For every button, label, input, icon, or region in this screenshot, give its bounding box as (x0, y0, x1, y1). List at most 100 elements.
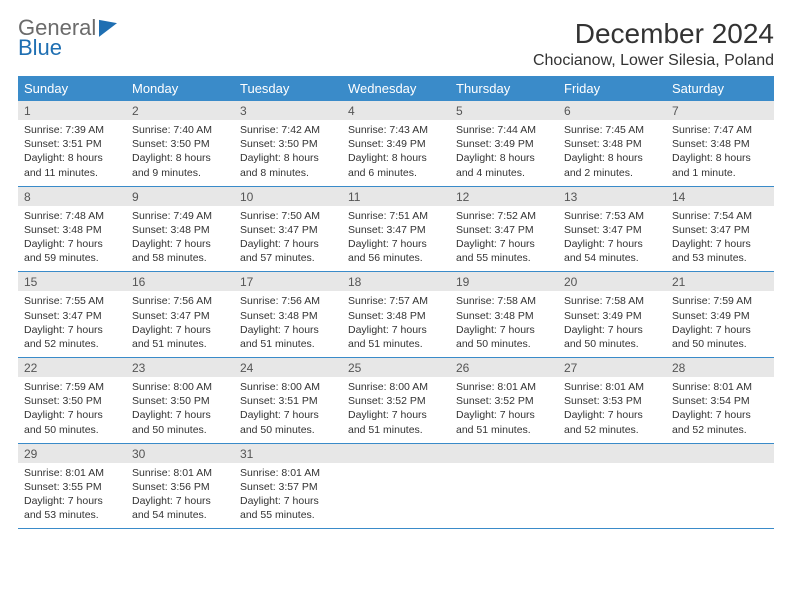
daylight-line1: Daylight: 7 hours (132, 237, 228, 251)
daylight-line1: Daylight: 7 hours (24, 237, 120, 251)
sunrise-text: Sunrise: 7:43 AM (348, 123, 444, 137)
day-cell (558, 444, 666, 529)
daylight-line2: and 11 minutes. (24, 166, 120, 180)
day-body: Sunrise: 7:49 AMSunset: 3:48 PMDaylight:… (126, 206, 234, 272)
week-row: 8Sunrise: 7:48 AMSunset: 3:48 PMDaylight… (18, 187, 774, 273)
sunset-text: Sunset: 3:47 PM (564, 223, 660, 237)
day-number: 3 (234, 101, 342, 120)
day-cell: 15Sunrise: 7:55 AMSunset: 3:47 PMDayligh… (18, 272, 126, 357)
day-body (558, 463, 666, 521)
day-cell: 19Sunrise: 7:58 AMSunset: 3:48 PMDayligh… (450, 272, 558, 357)
day-body (450, 463, 558, 521)
daylight-line1: Daylight: 7 hours (564, 237, 660, 251)
day-number: 14 (666, 187, 774, 206)
daylight-line2: and 50 minutes. (672, 337, 768, 351)
day-number: 27 (558, 358, 666, 377)
sunset-text: Sunset: 3:48 PM (24, 223, 120, 237)
daylight-line2: and 54 minutes. (132, 508, 228, 522)
daylight-line1: Daylight: 7 hours (456, 323, 552, 337)
day-cell: 22Sunrise: 7:59 AMSunset: 3:50 PMDayligh… (18, 358, 126, 443)
day-cell: 23Sunrise: 8:00 AMSunset: 3:50 PMDayligh… (126, 358, 234, 443)
sunset-text: Sunset: 3:52 PM (456, 394, 552, 408)
daylight-line1: Daylight: 8 hours (348, 151, 444, 165)
day-body: Sunrise: 7:48 AMSunset: 3:48 PMDaylight:… (18, 206, 126, 272)
day-number: 21 (666, 272, 774, 291)
sunrise-text: Sunrise: 7:47 AM (672, 123, 768, 137)
sunrise-text: Sunrise: 7:54 AM (672, 209, 768, 223)
sunset-text: Sunset: 3:48 PM (240, 309, 336, 323)
sunset-text: Sunset: 3:54 PM (672, 394, 768, 408)
daylight-line1: Daylight: 7 hours (132, 408, 228, 422)
month-title: December 2024 (533, 18, 774, 50)
sunrise-text: Sunrise: 7:59 AM (24, 380, 120, 394)
weekday-label: Tuesday (234, 76, 342, 101)
day-cell: 31Sunrise: 8:01 AMSunset: 3:57 PMDayligh… (234, 444, 342, 529)
day-body: Sunrise: 8:00 AMSunset: 3:52 PMDaylight:… (342, 377, 450, 443)
day-cell: 30Sunrise: 8:01 AMSunset: 3:56 PMDayligh… (126, 444, 234, 529)
sunrise-text: Sunrise: 7:51 AM (348, 209, 444, 223)
day-cell: 27Sunrise: 8:01 AMSunset: 3:53 PMDayligh… (558, 358, 666, 443)
logo-word2: Blue (18, 35, 62, 60)
daylight-line1: Daylight: 7 hours (672, 408, 768, 422)
daylight-line2: and 53 minutes. (672, 251, 768, 265)
daylight-line2: and 8 minutes. (240, 166, 336, 180)
day-body: Sunrise: 7:59 AMSunset: 3:49 PMDaylight:… (666, 291, 774, 357)
day-number: 29 (18, 444, 126, 463)
sunrise-text: Sunrise: 8:01 AM (240, 466, 336, 480)
day-body: Sunrise: 7:42 AMSunset: 3:50 PMDaylight:… (234, 120, 342, 186)
daylight-line2: and 2 minutes. (564, 166, 660, 180)
day-number: 4 (342, 101, 450, 120)
day-body: Sunrise: 7:58 AMSunset: 3:49 PMDaylight:… (558, 291, 666, 357)
sunrise-text: Sunrise: 7:52 AM (456, 209, 552, 223)
sunrise-text: Sunrise: 7:49 AM (132, 209, 228, 223)
daylight-line1: Daylight: 7 hours (24, 494, 120, 508)
daylight-line1: Daylight: 7 hours (240, 408, 336, 422)
sunrise-text: Sunrise: 7:56 AM (240, 294, 336, 308)
logo-text: General Blue (18, 18, 117, 58)
sunrise-text: Sunrise: 7:45 AM (564, 123, 660, 137)
day-cell: 17Sunrise: 7:56 AMSunset: 3:48 PMDayligh… (234, 272, 342, 357)
day-cell: 20Sunrise: 7:58 AMSunset: 3:49 PMDayligh… (558, 272, 666, 357)
day-number: 8 (18, 187, 126, 206)
day-number: 23 (126, 358, 234, 377)
sunrise-text: Sunrise: 7:48 AM (24, 209, 120, 223)
sunrise-text: Sunrise: 7:58 AM (456, 294, 552, 308)
day-body: Sunrise: 7:39 AMSunset: 3:51 PMDaylight:… (18, 120, 126, 186)
weekday-header-row: SundayMondayTuesdayWednesdayThursdayFrid… (18, 76, 774, 101)
daylight-line2: and 50 minutes. (132, 423, 228, 437)
daylight-line1: Daylight: 7 hours (564, 408, 660, 422)
day-body: Sunrise: 8:00 AMSunset: 3:51 PMDaylight:… (234, 377, 342, 443)
daylight-line1: Daylight: 7 hours (24, 408, 120, 422)
sunset-text: Sunset: 3:57 PM (240, 480, 336, 494)
daylight-line1: Daylight: 8 hours (132, 151, 228, 165)
day-number (342, 444, 450, 463)
daylight-line1: Daylight: 8 hours (24, 151, 120, 165)
sunrise-text: Sunrise: 7:53 AM (564, 209, 660, 223)
weekday-label: Thursday (450, 76, 558, 101)
day-number: 16 (126, 272, 234, 291)
daylight-line2: and 52 minutes. (672, 423, 768, 437)
day-cell: 18Sunrise: 7:57 AMSunset: 3:48 PMDayligh… (342, 272, 450, 357)
day-number: 2 (126, 101, 234, 120)
sunrise-text: Sunrise: 8:01 AM (132, 466, 228, 480)
daylight-line2: and 50 minutes. (240, 423, 336, 437)
sunrise-text: Sunrise: 7:40 AM (132, 123, 228, 137)
sunrise-text: Sunrise: 8:01 AM (564, 380, 660, 394)
day-body: Sunrise: 7:53 AMSunset: 3:47 PMDaylight:… (558, 206, 666, 272)
daylight-line1: Daylight: 8 hours (564, 151, 660, 165)
sunrise-text: Sunrise: 8:00 AM (132, 380, 228, 394)
daylight-line2: and 4 minutes. (456, 166, 552, 180)
day-number: 19 (450, 272, 558, 291)
daylight-line2: and 6 minutes. (348, 166, 444, 180)
daylight-line1: Daylight: 7 hours (240, 494, 336, 508)
daylight-line2: and 52 minutes. (24, 337, 120, 351)
day-cell: 21Sunrise: 7:59 AMSunset: 3:49 PMDayligh… (666, 272, 774, 357)
day-cell: 12Sunrise: 7:52 AMSunset: 3:47 PMDayligh… (450, 187, 558, 272)
logo-triangle-icon (99, 16, 117, 37)
sunrise-text: Sunrise: 8:00 AM (348, 380, 444, 394)
daylight-line1: Daylight: 7 hours (24, 323, 120, 337)
day-body: Sunrise: 7:58 AMSunset: 3:48 PMDaylight:… (450, 291, 558, 357)
sunset-text: Sunset: 3:55 PM (24, 480, 120, 494)
daylight-line1: Daylight: 7 hours (672, 323, 768, 337)
weekday-label: Saturday (666, 76, 774, 101)
